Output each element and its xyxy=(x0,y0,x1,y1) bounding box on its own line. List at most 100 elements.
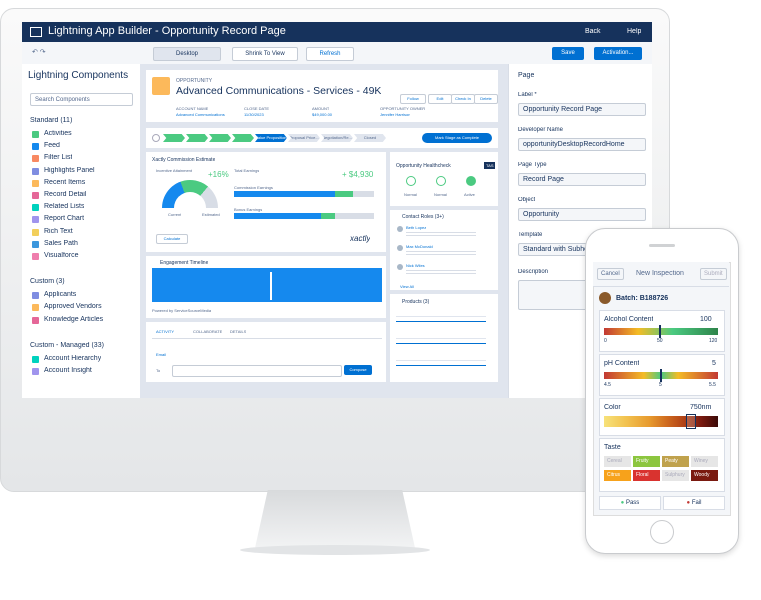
component-item[interactable]: Rich Text xyxy=(44,227,73,235)
bonus-label: Bonus Earnings xyxy=(234,207,263,212)
taste-tag[interactable]: Cereal xyxy=(604,456,631,467)
component-icon xyxy=(32,240,39,248)
group-header[interactable]: Custom - Managed (33) xyxy=(30,341,104,349)
follow-button[interactable]: Follow xyxy=(400,94,426,104)
path-step[interactable]: Proposal Price... xyxy=(288,134,320,142)
email-tab[interactable]: Email xyxy=(156,352,167,357)
ph-tick-mid: 5 xyxy=(659,382,662,388)
component-item[interactable]: Feed xyxy=(44,142,60,150)
header-bar xyxy=(22,22,652,42)
health-icon xyxy=(406,176,416,186)
health-icon xyxy=(466,176,476,186)
contact-details xyxy=(406,269,476,275)
stand xyxy=(255,490,415,548)
component-icon xyxy=(32,204,39,212)
cancel-button[interactable]: Cancel xyxy=(597,268,624,280)
batch: Batch: B188726 xyxy=(616,295,669,302)
contacts-view-all[interactable]: View All xyxy=(400,284,414,289)
contact-name[interactable]: Max McDonald xyxy=(406,244,433,249)
activity-tab[interactable]: ACTIVITY xyxy=(156,329,175,334)
alcohol-tick-min: 0 xyxy=(604,338,607,344)
phone-nav xyxy=(593,262,729,287)
phone-home-button[interactable] xyxy=(650,520,674,544)
activity-tab[interactable]: COLLABORATE xyxy=(193,329,223,334)
help-link[interactable]: Help xyxy=(627,28,642,35)
attainment-label: Incentive Attainment xyxy=(156,168,193,173)
taste-tag[interactable]: Sulphury xyxy=(662,470,689,481)
component-item[interactable]: Record Detail xyxy=(44,191,87,198)
mark-complete-button[interactable]: Mark Stage as Complete xyxy=(422,133,492,143)
component-item[interactable]: Applicants xyxy=(44,291,77,299)
activation-button[interactable]: Activation... xyxy=(594,47,642,60)
path-step[interactable]: Negotiation/Re... xyxy=(321,134,353,142)
ph-marker[interactable] xyxy=(660,369,662,382)
component-item[interactable]: Report Chart xyxy=(44,215,85,223)
to-label: To xyxy=(156,368,161,373)
component-item[interactable]: Knowledge Articles xyxy=(44,315,104,323)
bonus-bar xyxy=(234,213,374,219)
path-step-done xyxy=(186,134,208,142)
products-lines xyxy=(396,312,486,372)
component-icon xyxy=(32,155,39,163)
contact-details xyxy=(406,250,476,256)
submit-button[interactable]: Submit xyxy=(700,268,727,280)
record-name: Advanced Communications - Services - 49K xyxy=(176,85,382,97)
products-title: Products (3) xyxy=(402,299,430,305)
component-item[interactable]: Sales Path xyxy=(44,239,78,247)
component-item[interactable]: Approved Vendors xyxy=(44,303,102,311)
component-item[interactable]: Recent Items xyxy=(44,178,86,186)
timeline-title: Engagement Timeline xyxy=(160,260,209,266)
property-input[interactable]: Opportunity xyxy=(518,208,646,221)
group-header[interactable]: Custom (3) xyxy=(30,278,65,286)
to-input[interactable] xyxy=(172,365,342,377)
health-icon xyxy=(436,176,446,186)
device-select[interactable]: Desktop xyxy=(153,47,221,61)
group-header[interactable]: Standard (11) xyxy=(30,117,73,124)
refresh-button[interactable]: Refresh xyxy=(306,47,354,61)
contact-name[interactable]: Beth Lopez xyxy=(406,225,427,230)
taste-tag[interactable]: Fruity xyxy=(633,456,660,467)
component-item[interactable]: Highlights Panel xyxy=(44,166,95,174)
taste-tag[interactable]: Citrus xyxy=(604,470,631,481)
taste-tag[interactable]: Winey xyxy=(691,456,718,467)
ph-label: pH Content xyxy=(604,360,640,367)
calculate-button[interactable]: Calculate xyxy=(156,234,188,244)
back-link[interactable]: Back xyxy=(585,28,601,35)
action-button[interactable]: Delete xyxy=(474,94,498,104)
component-item[interactable]: Account Hierarchy xyxy=(44,354,102,362)
property-input[interactable]: Opportunity Record Page xyxy=(518,103,646,116)
path-step[interactable]: Closed xyxy=(354,134,386,142)
zoom-select[interactable]: Shrink To View xyxy=(232,47,298,61)
undo-redo[interactable]: ↶ ↷ xyxy=(32,49,46,56)
property-input[interactable]: opportunityDesktopRecordHome xyxy=(518,138,646,151)
component-item[interactable]: Account Insight xyxy=(44,367,92,374)
path-step-done xyxy=(209,134,231,142)
phone-speaker xyxy=(649,244,675,247)
color-selection[interactable] xyxy=(686,414,696,429)
taste-tag[interactable]: Woody xyxy=(691,470,718,481)
action-button[interactable]: Check In xyxy=(451,94,475,104)
component-item[interactable]: Activities xyxy=(44,130,72,137)
app-title: Lightning App Builder - Opportunity Reco… xyxy=(48,25,286,37)
total-label: Total Earnings xyxy=(234,168,260,173)
component-item[interactable]: Visualforce xyxy=(44,252,79,259)
component-icon xyxy=(32,216,39,224)
field-value: $49,000.00 xyxy=(312,112,333,117)
property-input[interactable]: Record Page xyxy=(518,173,646,186)
alcohol-marker[interactable] xyxy=(659,325,661,338)
taste-tag[interactable]: Floral xyxy=(633,470,660,481)
health-badge: TAS xyxy=(484,162,496,169)
component-item[interactable]: Filter List xyxy=(44,154,73,162)
compose-button[interactable]: Compose xyxy=(344,365,372,375)
action-button[interactable]: Edit xyxy=(428,94,452,104)
fail-button[interactable]: ● Fail xyxy=(663,496,725,510)
taste-tag[interactable]: Peaty xyxy=(662,456,689,467)
path-step[interactable]: Value Proposition xyxy=(255,134,287,142)
save-button[interactable]: Save xyxy=(552,47,584,60)
activity-tab[interactable]: DETAILS xyxy=(230,329,247,334)
pass-button[interactable]: ● Pass xyxy=(599,496,661,510)
component-item[interactable]: Related Lists xyxy=(44,203,85,211)
contact-name[interactable]: Nick Wiles xyxy=(406,263,425,268)
search-input[interactable]: Search Components xyxy=(30,93,133,106)
